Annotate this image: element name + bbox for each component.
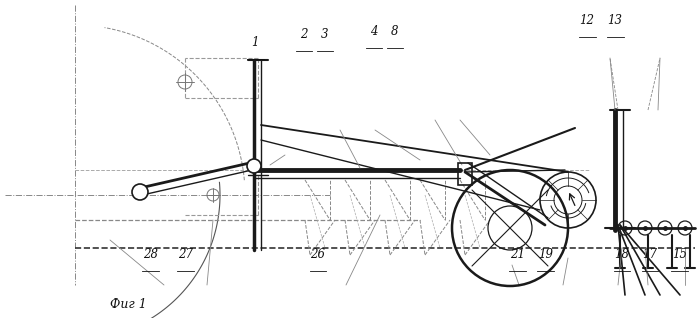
Text: 2: 2 <box>301 28 308 41</box>
Text: 17: 17 <box>642 248 658 261</box>
Text: 15: 15 <box>672 248 687 261</box>
Text: Фиг 1: Фиг 1 <box>110 299 147 312</box>
Text: 1: 1 <box>252 36 259 49</box>
Text: 12: 12 <box>579 14 595 27</box>
Text: 21: 21 <box>510 248 525 261</box>
Circle shape <box>247 159 261 173</box>
Text: 18: 18 <box>614 248 630 261</box>
Text: 27: 27 <box>178 248 193 261</box>
Text: 26: 26 <box>310 248 326 261</box>
Text: 4: 4 <box>370 25 377 38</box>
Bar <box>458 163 472 185</box>
Text: 19: 19 <box>538 248 553 261</box>
Text: 3: 3 <box>322 28 329 41</box>
Circle shape <box>132 184 148 200</box>
Text: 28: 28 <box>143 248 158 261</box>
Text: 8: 8 <box>391 25 398 38</box>
Text: 13: 13 <box>607 14 623 27</box>
